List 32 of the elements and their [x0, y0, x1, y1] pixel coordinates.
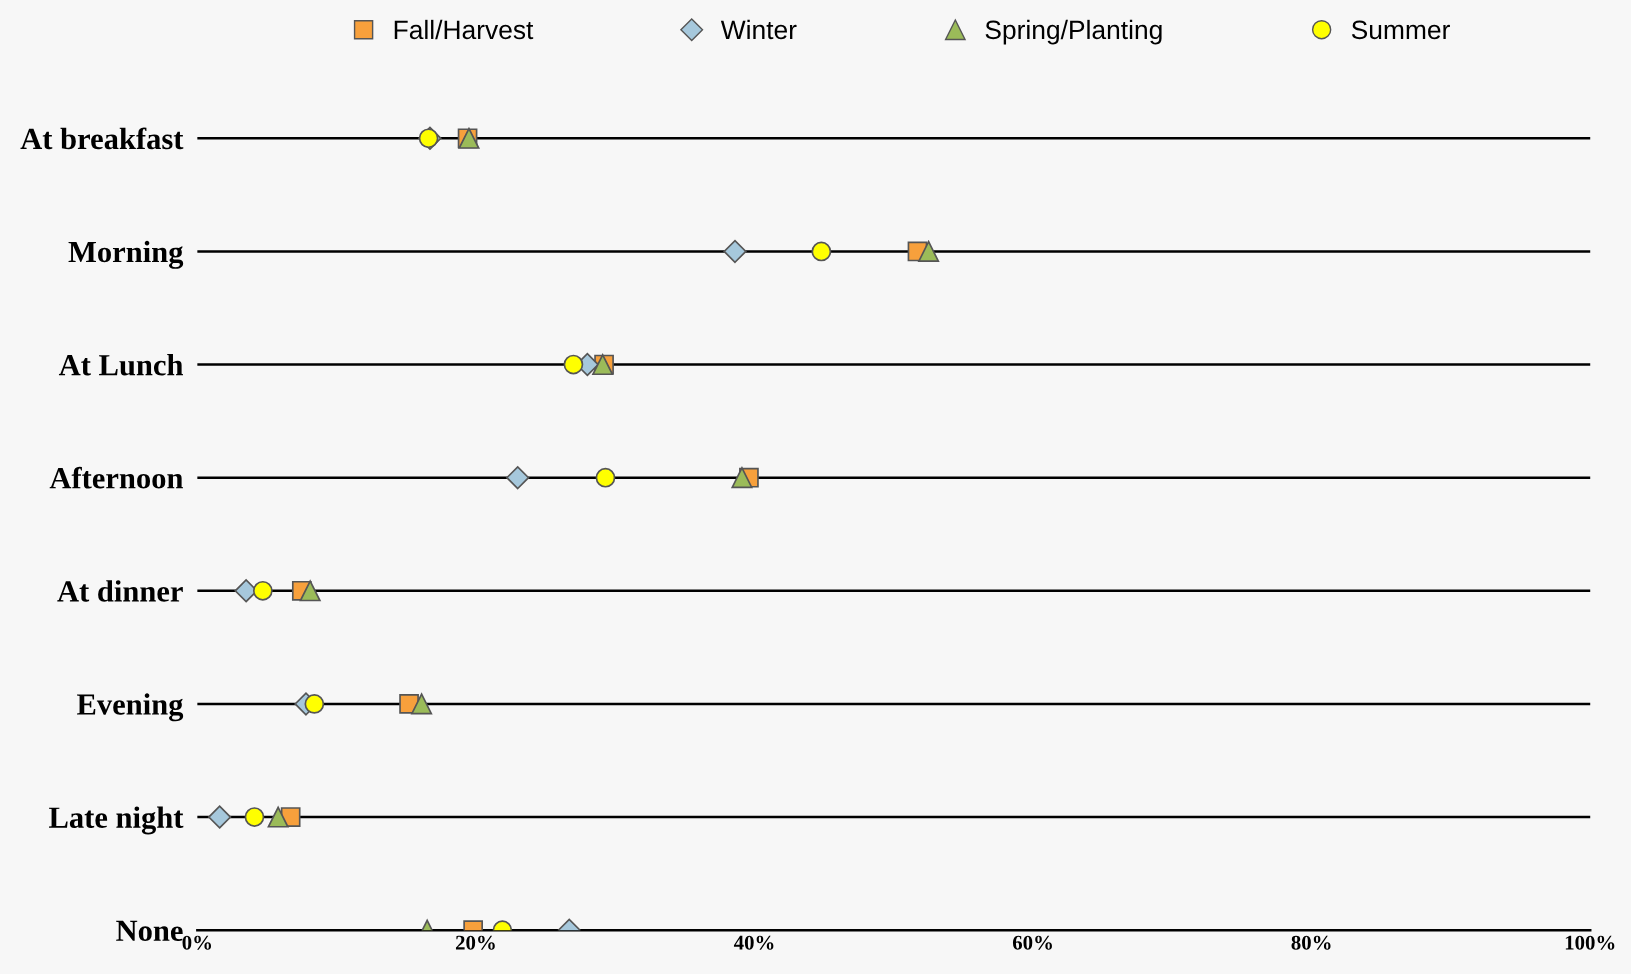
point [563, 354, 584, 375]
y-tick-label: None [116, 920, 183, 942]
y-tick-label: At dinner [57, 580, 183, 602]
point [299, 580, 321, 602]
point [304, 694, 325, 714]
y-tick-label: Morning [68, 240, 184, 269]
point [267, 806, 289, 828]
y-tick-label: Late night [49, 806, 184, 835]
y-tick-label: At breakfast [20, 127, 184, 150]
legend-label: Spring/Planting [985, 19, 1162, 45]
x-tick-label: 0% [182, 935, 212, 950]
legend-label: Summer [1351, 20, 1450, 40]
x-tick-label: 20% [455, 935, 495, 950]
x-tick-label: 40% [733, 935, 774, 950]
y-tick-label: At Lunch [58, 353, 184, 376]
point [723, 239, 747, 264]
x-tick-label: 60% [1012, 935, 1052, 950]
point [207, 805, 232, 829]
y-tick-label: Afternoon [49, 466, 183, 489]
x-tick-label: 100% [1565, 935, 1615, 950]
point [811, 241, 832, 262]
x-tick-label: 80% [1291, 935, 1331, 950]
y-tick-label: Evening [77, 693, 184, 722]
point [252, 580, 273, 601]
point [595, 467, 616, 488]
point [731, 467, 753, 489]
point [918, 240, 940, 262]
legend-label: Winter [720, 19, 797, 40]
point [244, 807, 265, 827]
legend-label: Fall/Harvest [394, 19, 534, 40]
point [411, 693, 433, 715]
point [506, 466, 530, 490]
